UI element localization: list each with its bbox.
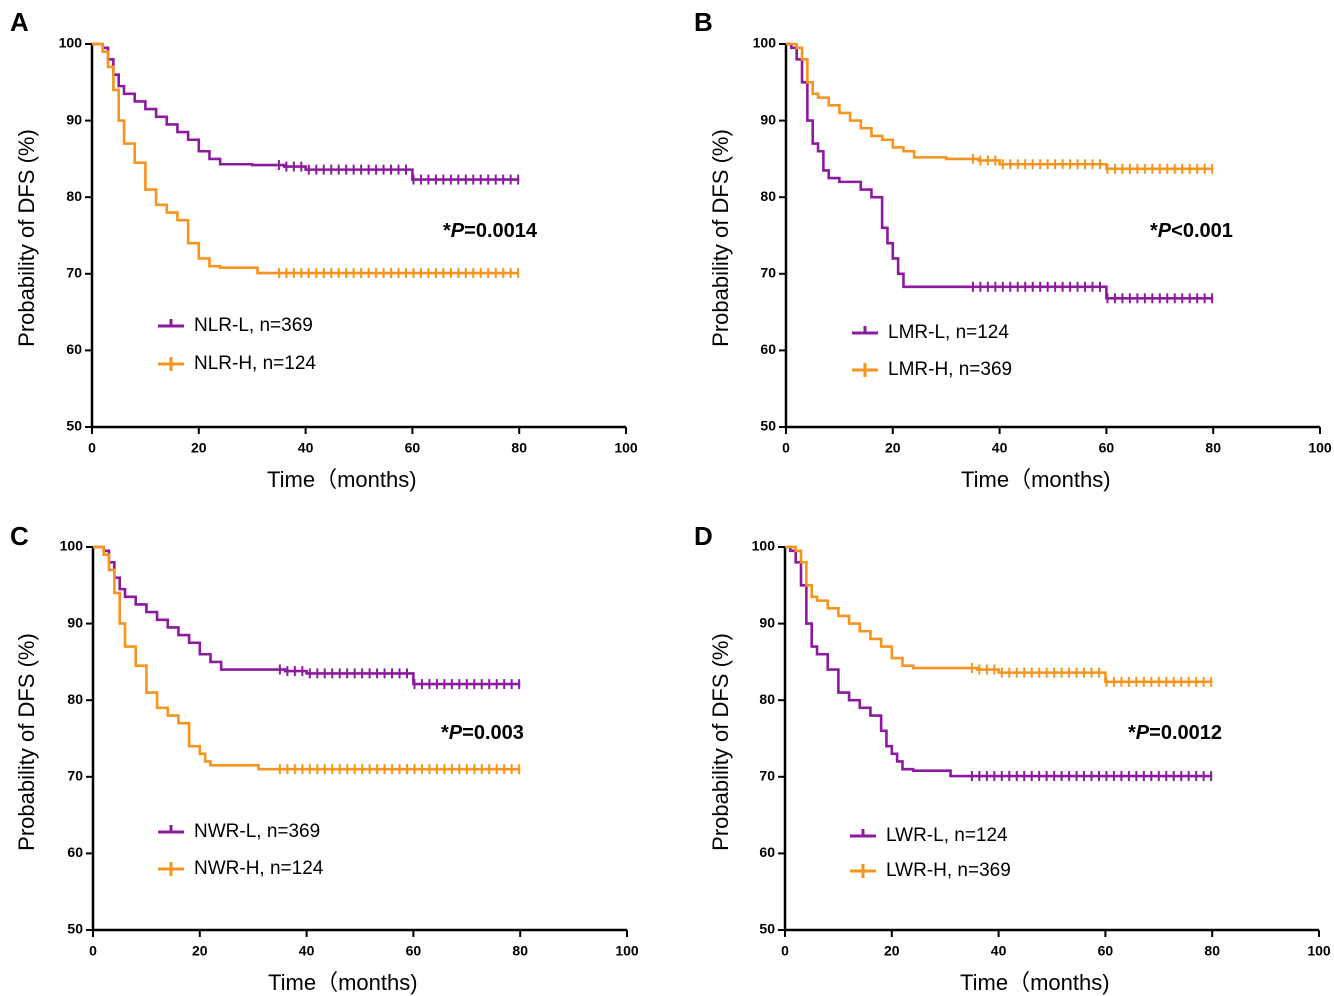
x-axis-title: Time（months) (268, 970, 418, 995)
panel-letter: A (10, 7, 29, 37)
x-tick-label: 80 (1205, 440, 1221, 456)
p-value-annotation: *P=0.003 (441, 722, 524, 744)
y-axis-title: Probability of DFS (%) (708, 633, 733, 851)
x-axis-title: Time（months) (961, 467, 1111, 492)
x-tick-label: 40 (992, 440, 1008, 456)
p-value-annotation: *P<0.001 (1150, 220, 1233, 242)
y-tick-label: 70 (760, 265, 776, 281)
y-tick-label: 60 (760, 341, 776, 357)
legend-label: NLR-H, n=124 (194, 353, 316, 374)
km-curve-high (92, 42, 520, 275)
p-value-symbol: P (449, 722, 463, 744)
panel-b: B 50 60 70 80 90 100 0 20 40 60 80 100 Time（months) Pr… (694, 7, 1332, 492)
p-value-number: =0.003 (462, 722, 524, 744)
y-tick-label: 50 (67, 921, 83, 937)
x-tick-label: 100 (614, 440, 638, 456)
y-tick-label: 70 (67, 768, 83, 784)
km-curve-low (93, 545, 521, 686)
y-tick-label: 90 (759, 614, 775, 630)
y-tick-label: 60 (759, 844, 775, 860)
y-tick-label: 70 (759, 768, 775, 784)
legend-label: LMR-L, n=124 (888, 322, 1009, 343)
panel-letter: C (10, 521, 29, 551)
y-tick-label: 50 (760, 418, 776, 434)
x-tick-label: 20 (885, 440, 901, 456)
p-value-star: * (441, 722, 449, 744)
x-tick-label: 20 (191, 440, 207, 456)
p-value-number: =0.0012 (1149, 722, 1222, 744)
y-tick-label: 100 (753, 35, 777, 51)
x-tick-label: 100 (1308, 440, 1332, 456)
x-tick-label: 60 (1098, 943, 1114, 959)
legend-label: NLR-L, n=369 (194, 315, 313, 336)
p-value-symbol: P (1136, 722, 1150, 744)
x-tick-label: 40 (298, 440, 314, 456)
p-value-annotation: *P=0.0012 (1128, 722, 1222, 744)
y-tick-label: 80 (760, 188, 776, 204)
y-tick-label: 70 (66, 265, 82, 281)
x-axis-title: Time（months) (960, 970, 1110, 995)
p-value-annotation: *P=0.0014 (443, 220, 538, 242)
p-value-symbol: P (451, 220, 465, 242)
km-curve-low (786, 42, 1214, 300)
legend-label: NWR-H, n=124 (194, 858, 324, 879)
x-tick-label: 80 (511, 440, 527, 456)
panel-letter: D (694, 521, 713, 551)
legend-label: LWR-H, n=369 (886, 860, 1011, 881)
p-value-star: * (1128, 722, 1136, 744)
y-tick-label: 100 (59, 35, 83, 51)
x-tick-label: 80 (1204, 943, 1220, 959)
km-curve-low (785, 545, 1213, 778)
km-curve-high (785, 545, 1213, 684)
y-tick-label: 100 (752, 538, 776, 554)
km-curve-high (786, 42, 1214, 171)
y-tick-label: 80 (67, 691, 83, 707)
legend-label: LMR-H, n=369 (888, 359, 1012, 380)
p-value-star: * (1150, 220, 1158, 242)
y-tick-label: 50 (759, 921, 775, 937)
panel-letter: B (694, 7, 713, 37)
panel-a: A 50 60 70 80 90 100 0 20 40 60 80 100 Time（months) Pr… (10, 7, 638, 492)
x-tick-label: 40 (991, 943, 1007, 959)
panel-d: D 50 60 70 80 90 100 0 20 40 60 80 100 Time（months) Pr… (694, 521, 1331, 995)
x-tick-label: 100 (615, 943, 639, 959)
x-tick-label: 0 (782, 440, 790, 456)
p-value-star: * (443, 220, 451, 242)
y-tick-label: 60 (66, 341, 82, 357)
panel-c: C 50 60 70 80 90 100 0 20 40 60 80 100 Time（months) Pr… (10, 521, 639, 995)
legend-label: NWR-L, n=369 (194, 821, 320, 842)
x-tick-label: 20 (192, 943, 208, 959)
km-curve-high (93, 545, 521, 771)
y-tick-label: 80 (759, 691, 775, 707)
x-tick-label: 0 (781, 943, 789, 959)
y-tick-label: 90 (760, 111, 776, 127)
y-tick-label: 80 (66, 188, 82, 204)
p-value-number: =0.0014 (464, 220, 538, 242)
y-axis-title: Probability of DFS (%) (14, 129, 39, 347)
y-tick-label: 100 (60, 538, 84, 554)
x-tick-label: 60 (405, 440, 421, 456)
x-tick-label: 100 (1307, 943, 1331, 959)
y-axis-title: Probability of DFS (%) (14, 633, 39, 851)
p-value-symbol: P (1158, 220, 1172, 242)
y-tick-label: 90 (67, 614, 83, 630)
x-axis-title: Time（months) (267, 467, 417, 492)
x-tick-label: 20 (884, 943, 900, 959)
x-tick-label: 60 (1099, 440, 1115, 456)
x-tick-label: 0 (89, 943, 97, 959)
legend-label: LWR-L, n=124 (886, 825, 1008, 846)
km-curve-low (92, 42, 520, 181)
x-tick-label: 40 (299, 943, 315, 959)
x-tick-label: 0 (88, 440, 96, 456)
y-axis-title: Probability of DFS (%) (708, 129, 733, 347)
y-tick-label: 90 (66, 111, 82, 127)
x-tick-label: 60 (406, 943, 422, 959)
y-tick-label: 50 (66, 418, 82, 434)
x-tick-label: 80 (512, 943, 528, 959)
p-value-number: <0.001 (1171, 220, 1233, 242)
y-tick-label: 60 (67, 844, 83, 860)
